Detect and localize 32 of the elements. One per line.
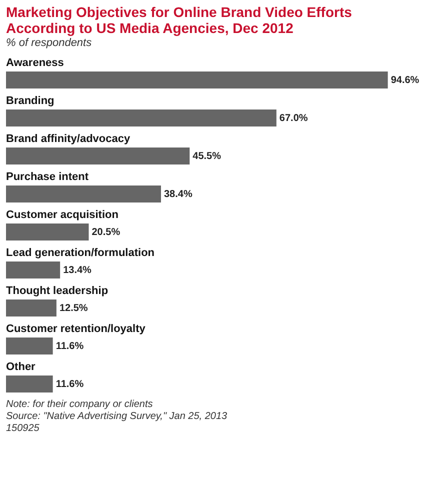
chart-title: Marketing Objectives for Online Brand Video Efforts According to US Media Agencies, Dec 2012 — [5, 3, 353, 36]
data-label: 45.5% — [192, 151, 222, 162]
y-tick-label: Brand affinity/advocacy — [6, 133, 131, 145]
y-tick-label: Purchase intent — [6, 171, 89, 183]
text: 150925 — [6, 423, 40, 435]
y-tick-label: Other — [6, 361, 36, 373]
source-note: Source: "Native Advertising Survey," Jan 25, 2013 — [6, 411, 228, 423]
y-tick-label: Customer retention/loyalty — [6, 323, 146, 335]
y-tick-label: Customer acquisition — [6, 209, 119, 221]
data-label: 12.5% — [59, 303, 88, 314]
bar — [6, 300, 56, 316]
bar — [6, 186, 161, 202]
y-tick-label: Awareness — [6, 57, 64, 69]
bar — [6, 110, 276, 126]
y-tick-label: Thought leadership — [6, 285, 108, 297]
data-label: 67.0% — [279, 113, 308, 124]
y-tick-label: Branding — [6, 95, 54, 107]
bar — [6, 262, 60, 278]
bar — [6, 72, 388, 88]
bar — [6, 376, 53, 392]
data-label: 94.6% — [390, 75, 420, 86]
data-label: 20.5% — [92, 227, 120, 238]
data-label: 38.4% — [164, 189, 192, 200]
text: Note: for their company or clients — [6, 399, 154, 411]
chart-subtitle: % of respondents — [5, 36, 93, 51]
data-label: 13.4% — [63, 265, 92, 276]
bar — [6, 148, 190, 164]
bar — [6, 224, 89, 240]
y-tick-label: Lead generation/formulation — [6, 247, 155, 259]
bar — [6, 338, 53, 354]
data-label: 11.6% — [56, 379, 84, 390]
data-label: 11.6% — [56, 341, 84, 352]
